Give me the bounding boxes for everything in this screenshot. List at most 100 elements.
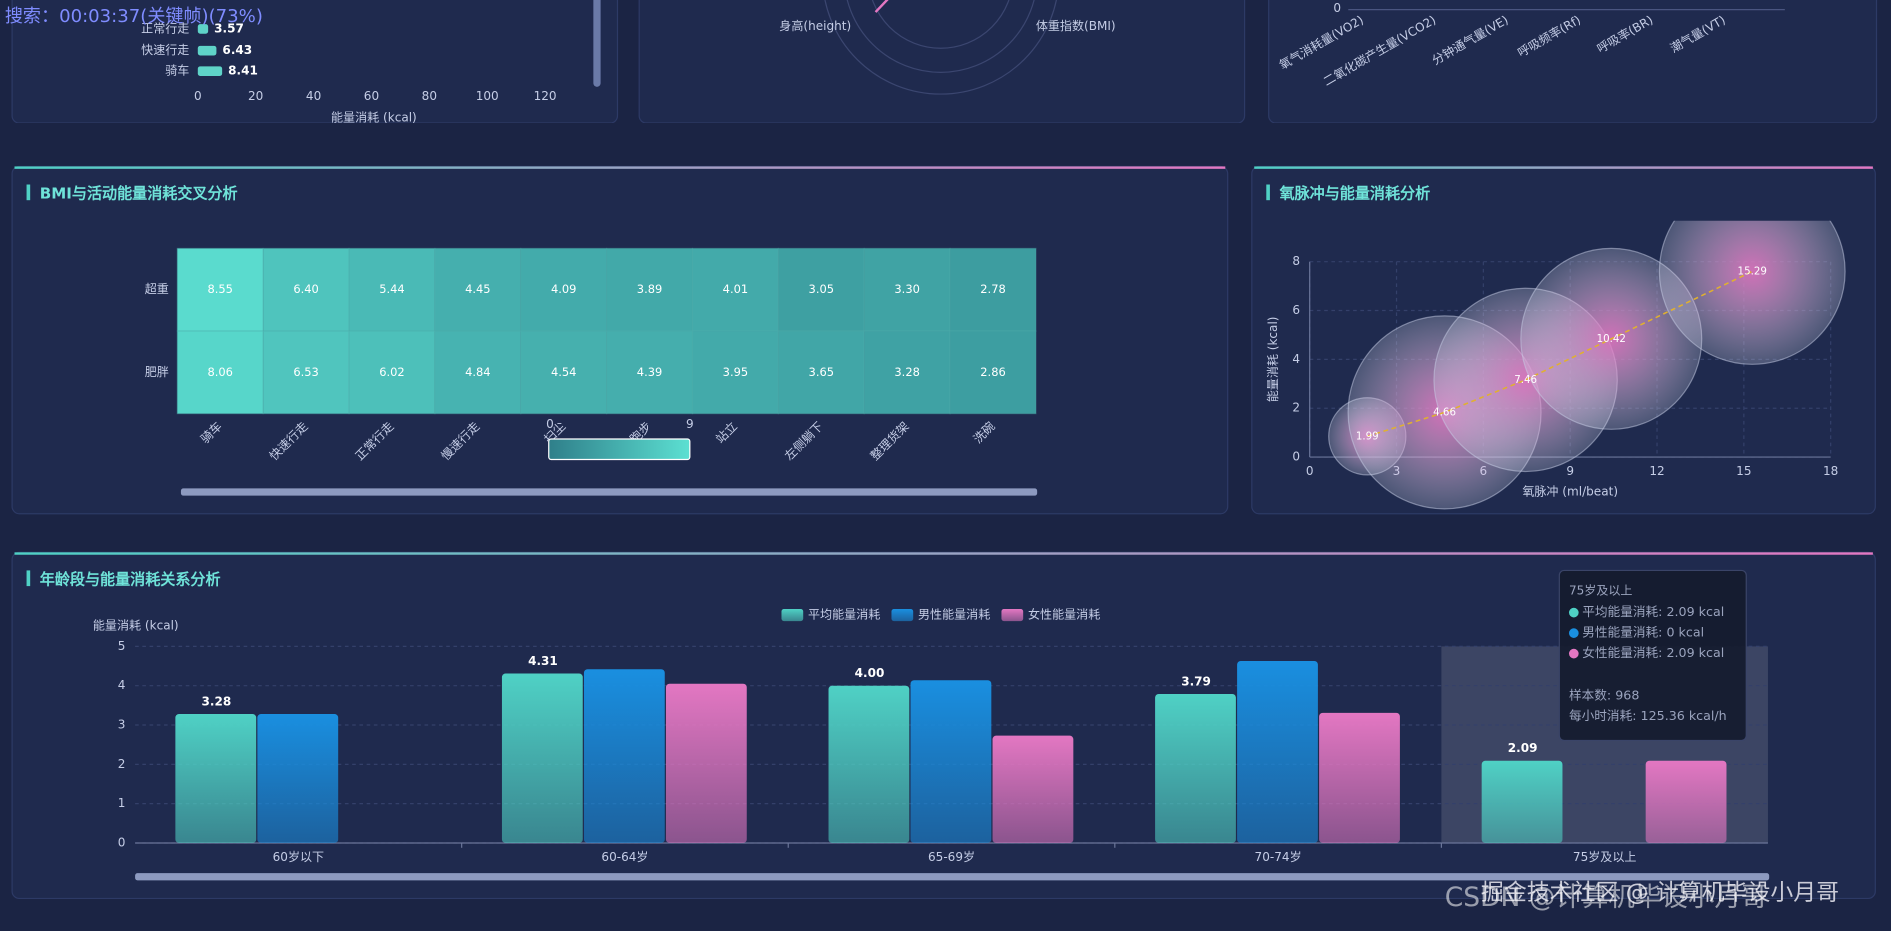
heat-cell [691, 247, 779, 332]
x-tick-label: 9 [1566, 464, 1574, 478]
x-tick-label: 120 [534, 89, 557, 103]
data-zoom[interactable] [180, 488, 1038, 496]
cell-label: 4.39 [637, 365, 662, 379]
heat-cell [863, 330, 951, 415]
y-tick-label: 3 [118, 718, 126, 732]
bar [992, 735, 1074, 843]
y-tick-label: 4 [1292, 352, 1300, 366]
legend-label: 女性能量消耗 [1028, 607, 1100, 622]
visual-map-label: 9 [686, 417, 694, 431]
x-tick-label: 65-69岁 [928, 849, 975, 864]
x-tick-label: 40 [306, 89, 321, 103]
y-tick-label: 1 [118, 796, 126, 810]
bar [501, 673, 583, 843]
y-tick-label: 4 [118, 678, 126, 692]
category-label: 快速行走 [141, 43, 189, 57]
cell-label: 8.55 [208, 282, 233, 296]
tooltip-line: 样本数: 968 [1569, 687, 1639, 702]
tooltip-line: 女性能量消耗: 2.09 kcal [1582, 645, 1724, 660]
y-tick-label: 2 [1292, 401, 1300, 415]
x-tick-label: 80 [422, 89, 437, 103]
tooltip-line: 男性能量消耗: 0 kcal [1582, 625, 1704, 640]
cell-label: 3.05 [809, 282, 834, 296]
panel-top-line [1254, 166, 1873, 169]
cell-label: 2.86 [980, 365, 1005, 379]
value-label: 4.31 [528, 654, 558, 668]
y-tick-label: 2 [118, 757, 126, 771]
bar [583, 669, 665, 843]
data-zoom[interactable] [135, 873, 1770, 881]
y-tick-label: 肥胖 [145, 365, 169, 379]
bar [1319, 712, 1400, 843]
visual-map-label: 0 [546, 417, 554, 431]
trend-line [1367, 270, 1753, 438]
legend-swatch [1001, 609, 1024, 622]
heat-cell [606, 247, 694, 332]
bar [1645, 760, 1727, 843]
panel-title: 氧脉冲与能量消耗分析 [1279, 185, 1431, 203]
bar [1237, 660, 1318, 843]
heat-cell [949, 247, 1037, 332]
heat-cell [520, 330, 608, 415]
x-tick-label: 18 [1823, 464, 1838, 478]
value-label: 4.00 [855, 666, 885, 680]
legend-label: 男性能量消耗 [918, 608, 990, 622]
value-label: 3.79 [1181, 674, 1211, 688]
cell-label: 3.65 [809, 365, 834, 379]
y-tick-label: 0 [118, 835, 126, 849]
heat-cell [777, 330, 865, 415]
radar-indicator: 体重指数(BMI) [1036, 18, 1116, 33]
cell-label: 6.53 [293, 365, 318, 379]
point-label: 4.66 [1433, 406, 1456, 418]
point-label: 7.46 [1514, 374, 1537, 386]
point-label: 10.42 [1597, 333, 1626, 345]
legend-swatch [781, 609, 804, 622]
x-tick-label: 0 [194, 89, 202, 103]
title-marker [26, 570, 31, 587]
radar-ring [846, 0, 1035, 73]
panel-top-line [14, 552, 1873, 555]
bar [1155, 693, 1236, 843]
value-label: 8.41 [228, 64, 258, 78]
legend-label: 平均能量消耗 [808, 608, 880, 622]
x-tick-label: 75岁及以上 [1573, 849, 1637, 864]
y-tick-label: 0 [1333, 1, 1341, 15]
panel-top-line [14, 166, 1226, 169]
heat-cell [691, 330, 779, 415]
overlay-text: 搜索：00:03:37(关键帧)(73%) [5, 6, 263, 27]
panel-title: 年龄段与能量消耗关系分析 [40, 571, 221, 589]
cell-label: 2.78 [980, 282, 1005, 296]
bar [257, 714, 339, 843]
cell-label: 4.09 [551, 282, 576, 296]
cell-label: 3.95 [723, 365, 748, 379]
point-label: 1.99 [1356, 430, 1379, 442]
value-label: 2.09 [1508, 741, 1538, 755]
radar-indicator: 身高(height) [779, 18, 851, 33]
x-tick-label: 100 [476, 89, 499, 103]
y-tick-label: 6 [1292, 303, 1300, 317]
value-label: 3.28 [202, 694, 232, 708]
x-tick-label: 20 [248, 89, 263, 103]
title-marker [26, 184, 31, 201]
value-label: 3.57 [214, 21, 244, 35]
tooltip [1558, 569, 1747, 742]
cell-label: 4.54 [551, 365, 576, 379]
point-label: 15.29 [1738, 265, 1767, 277]
radar-line [874, 0, 889, 13]
title-marker [1266, 184, 1270, 201]
value-label: 6.43 [222, 43, 252, 57]
x-axis-title: 能量消耗 (kcal) [331, 111, 417, 125]
y-tick-label: 5 [118, 639, 126, 653]
x-axis-title: 氧脉冲 (ml/beat) [1522, 484, 1618, 499]
tooltip-dot [1568, 628, 1579, 638]
y-axis-title: 能量消耗 (kcal) [93, 618, 179, 632]
watermark: 掘金技术社区 @ 计算机毕设小月哥 [1481, 880, 1839, 906]
x-tick-label: 12 [1649, 464, 1664, 478]
y-tick-label: 0 [1292, 450, 1300, 464]
x-tick-label: 60岁以下 [273, 849, 324, 864]
cell-label: 6.40 [293, 282, 318, 296]
y-tick-label: 8 [1292, 254, 1300, 268]
x-tick-label: 60 [364, 89, 379, 103]
